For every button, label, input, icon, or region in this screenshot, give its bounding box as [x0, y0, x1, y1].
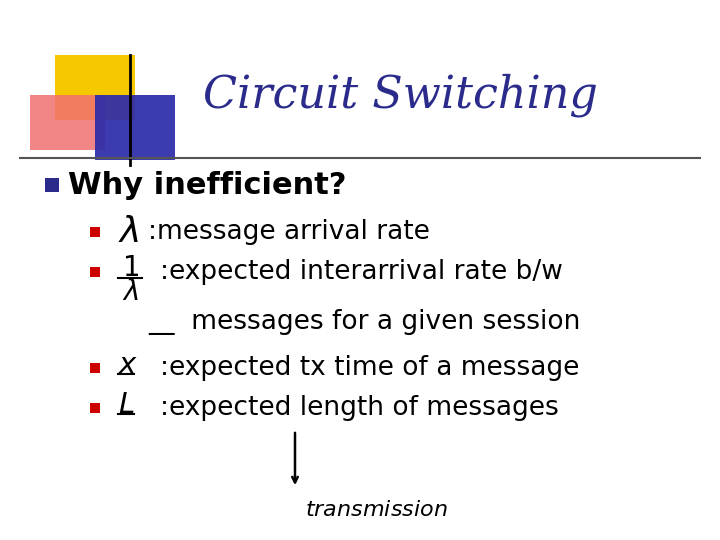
Bar [95, 95, 175, 160]
Text: $\lambda$: $\lambda$ [118, 215, 139, 249]
Text: :message arrival rate: :message arrival rate [148, 219, 430, 245]
Text: $x$: $x$ [118, 351, 138, 379]
Bar [90, 227, 100, 237]
Bar [90, 363, 100, 373]
Text: Circuit Switching: Circuit Switching [202, 73, 598, 117]
Text: :expected length of messages: :expected length of messages [160, 395, 559, 421]
Bar [55, 55, 135, 120]
Text: Why inefficient?: Why inefficient? [68, 171, 346, 199]
Bar [45, 178, 59, 192]
Bar [30, 95, 105, 150]
Bar [90, 403, 100, 413]
Text: $\mathit{transmission}$: $\mathit{transmission}$ [305, 499, 448, 521]
Text: $L$: $L$ [118, 391, 135, 419]
Text: $1$: $1$ [122, 254, 138, 281]
Text: :expected interarrival rate b/w: :expected interarrival rate b/w [160, 259, 563, 285]
Text: $\lambda$: $\lambda$ [122, 279, 138, 306]
Bar [90, 267, 100, 277]
Text: __  messages for a given session: __ messages for a given session [148, 309, 580, 335]
Text: :expected tx time of a message: :expected tx time of a message [160, 355, 580, 381]
